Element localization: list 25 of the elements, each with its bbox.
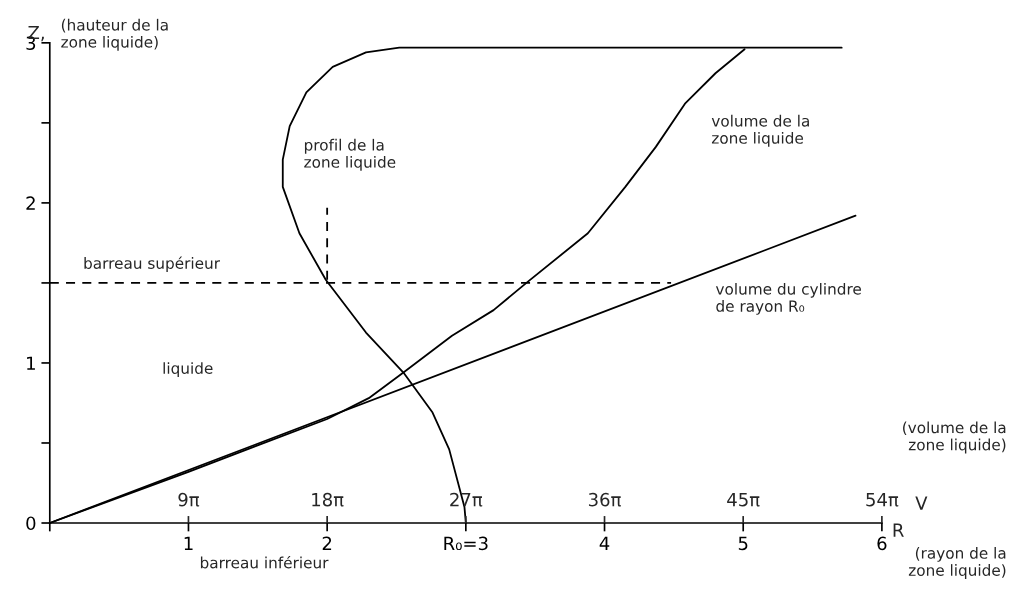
annotation: volume du cylindre de rayon R₀ (715, 282, 861, 315)
x2-tick-label: 36π (588, 492, 621, 507)
text: (volume de la zone liquide) (903, 421, 1006, 454)
y-tick-label: 2 (26, 196, 35, 210)
x2-tick-label: 45π (727, 493, 760, 507)
x2-tick-label: 54π (866, 493, 899, 507)
annotation: barreau supérieur (84, 256, 221, 272)
x2-tick-label: 18π (312, 492, 344, 507)
x-tick-label: R₀=3 (444, 536, 488, 551)
annotation: (hauteur de la zone liquide) (61, 18, 168, 51)
annotation: volume de la zone liquide (711, 114, 809, 147)
y-tick-label: 0 (26, 516, 36, 531)
text: (rayon de la zone liquide) (908, 547, 1006, 579)
x2-tick-label: 9π (178, 492, 200, 507)
annotation: profil de la zone liquide (304, 138, 396, 171)
x-tick-label: 2 (322, 536, 332, 550)
x2-axis-title: V (915, 496, 928, 510)
x-tick-label: 1 (184, 536, 193, 550)
annotation: liquide (163, 362, 213, 377)
x-tick-label: 5 (738, 536, 748, 551)
y-tick-label: 1 (27, 356, 35, 370)
x-tick-label: 6 (877, 536, 887, 551)
text: barreau inférieur (200, 556, 329, 569)
x-tick-label: 4 (599, 536, 610, 550)
x-axis-title: R (893, 523, 904, 537)
